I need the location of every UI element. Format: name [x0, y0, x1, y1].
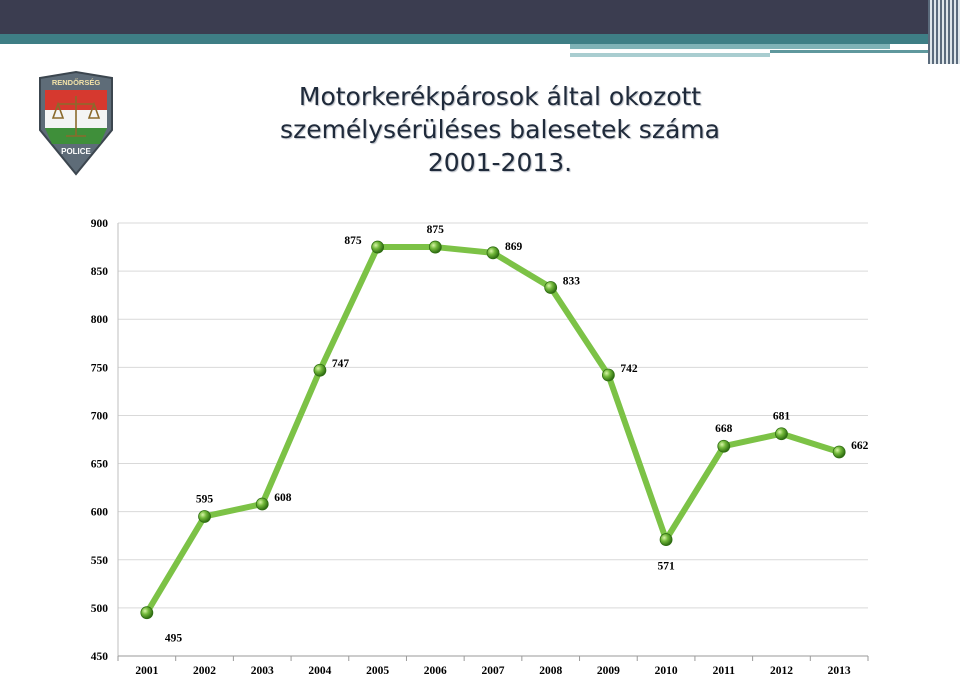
header-line-3 — [570, 53, 770, 57]
line-chart: 450 500 550 600 650 700 750 800 850 900 2001 2002 20… — [91, 218, 869, 677]
y-tick-label: 600 — [91, 507, 109, 519]
data-point — [198, 510, 211, 523]
x-tick-label: 2005 — [366, 665, 389, 677]
y-tick-label: 550 — [91, 555, 109, 567]
data-point — [371, 240, 385, 254]
x-tick-label: 2007 — [482, 665, 505, 677]
title-line-1: Motorkerékpárosok által okozott — [298, 82, 702, 111]
data-label: 833 — [563, 275, 581, 287]
data-label: 571 — [657, 561, 675, 573]
x-tick-label: 2012 — [770, 665, 793, 677]
y-tick-label: 450 — [91, 651, 109, 663]
header-stripes — [928, 0, 960, 64]
data-point — [544, 281, 558, 294]
data-label: 742 — [620, 363, 638, 375]
data-label: 668 — [715, 423, 733, 435]
header-line-2 — [770, 50, 930, 53]
header-band-dark — [0, 0, 930, 34]
series-line — [143, 244, 843, 616]
data-point — [428, 240, 442, 254]
data-label: 608 — [274, 492, 292, 504]
data-label: 747 — [332, 358, 350, 370]
data-label: 595 — [196, 493, 214, 505]
data-label: 681 — [773, 411, 791, 423]
data-point — [601, 368, 615, 382]
data-label: 662 — [851, 440, 869, 452]
y-tick-label: 500 — [91, 603, 109, 615]
logo-bottom-text: POLICE — [61, 147, 91, 156]
logo-top-text: RENDŐRSÉG — [52, 78, 101, 87]
police-badge-logo: RENDŐRSÉG POLICE — [39, 70, 113, 176]
y-tick-label: 700 — [91, 410, 109, 422]
data-point — [717, 439, 731, 453]
x-tick-label: 2013 — [828, 665, 851, 677]
data-point — [140, 606, 154, 620]
data-point — [313, 363, 327, 377]
data-point — [486, 246, 500, 260]
y-tick-label: 800 — [91, 314, 109, 326]
y-tick-label: 650 — [91, 459, 109, 471]
x-tick-label: 2009 — [597, 665, 620, 677]
data-point — [659, 533, 673, 546]
x-tick-label: 2008 — [539, 665, 562, 677]
x-tick-label: 2006 — [424, 665, 447, 677]
x-tick-label: 2003 — [251, 665, 274, 677]
x-tick-label: 2002 — [193, 665, 216, 677]
y-tick-label: 900 — [91, 218, 109, 230]
data-label: 875 — [344, 235, 362, 247]
data-point — [832, 445, 846, 459]
x-tick-label: 2010 — [655, 665, 678, 677]
y-tick-label: 850 — [91, 266, 109, 278]
header-line-1 — [570, 44, 890, 49]
slide-title: Motorkerékpárosok által okozott személys… — [200, 80, 800, 179]
data-label: 869 — [505, 241, 523, 253]
title-line-2: személysérüléses balesetek száma — [280, 115, 720, 144]
y-tick-label: 750 — [91, 362, 109, 374]
x-tick-label: 2004 — [308, 665, 331, 677]
x-tick-label: 2011 — [713, 665, 736, 677]
data-point — [255, 497, 269, 511]
data-label: 875 — [427, 224, 445, 236]
header-band-teal — [0, 34, 930, 44]
data-label: 495 — [165, 633, 183, 645]
x-tick-label: 2001 — [135, 665, 158, 677]
data-point — [775, 427, 788, 441]
title-line-3: 2001-2013. — [427, 148, 573, 177]
